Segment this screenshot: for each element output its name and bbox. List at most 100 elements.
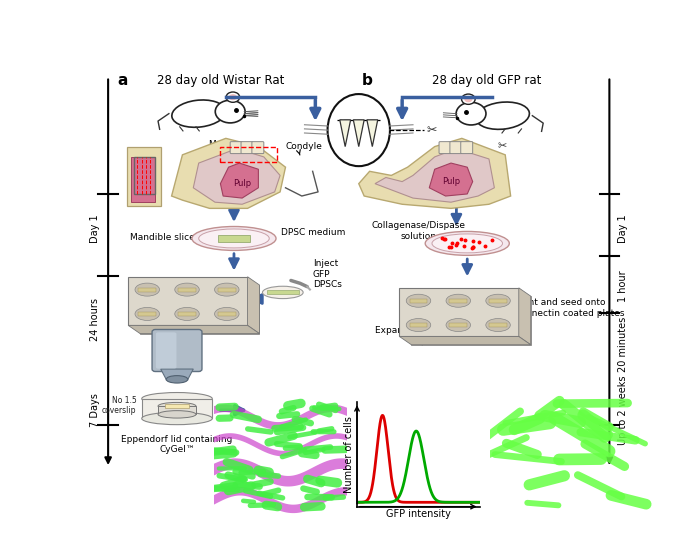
Polygon shape (178, 287, 196, 292)
Text: ✂: ✂ (426, 125, 437, 137)
Ellipse shape (446, 294, 470, 307)
Text: a: a (118, 73, 127, 88)
Polygon shape (139, 287, 156, 292)
Ellipse shape (425, 232, 510, 255)
Text: Condyle: Condyle (286, 142, 323, 151)
Text: Collagenase/Dispase
solution: Collagenase/Dispase solution (372, 221, 466, 241)
Polygon shape (131, 157, 155, 202)
Polygon shape (367, 120, 378, 147)
Polygon shape (429, 163, 472, 196)
Ellipse shape (158, 411, 196, 418)
Ellipse shape (158, 402, 196, 410)
Text: 24 hours: 24 hours (90, 298, 99, 341)
Ellipse shape (406, 294, 430, 307)
Polygon shape (178, 312, 196, 316)
Ellipse shape (328, 94, 390, 166)
FancyBboxPatch shape (252, 142, 264, 154)
Polygon shape (410, 299, 427, 303)
Polygon shape (358, 139, 511, 209)
Text: b: b (361, 73, 372, 88)
Text: 28 day old Wistar Rat: 28 day old Wistar Rat (157, 74, 284, 88)
Text: Day 1: Day 1 (618, 215, 628, 243)
Polygon shape (161, 369, 193, 379)
Ellipse shape (141, 412, 212, 425)
Ellipse shape (215, 308, 239, 320)
Text: No 1.5
coverslip: No 1.5 coverslip (102, 395, 136, 415)
Polygon shape (340, 120, 351, 147)
Text: Dentin: Dentin (195, 152, 225, 161)
Ellipse shape (262, 286, 303, 299)
Ellipse shape (216, 100, 245, 123)
Polygon shape (139, 312, 156, 316)
Text: 7 Days: 7 Days (90, 393, 99, 427)
Ellipse shape (172, 100, 225, 127)
FancyBboxPatch shape (241, 142, 253, 154)
Text: Confocal: Confocal (158, 323, 197, 332)
Text: Inject
GFP
DPSCs: Inject GFP DPSCs (313, 259, 342, 289)
Polygon shape (519, 288, 531, 345)
FancyBboxPatch shape (156, 332, 176, 369)
FancyBboxPatch shape (450, 142, 462, 154)
Polygon shape (354, 120, 364, 147)
Text: Pulp: Pulp (442, 177, 460, 186)
Ellipse shape (406, 318, 430, 332)
Polygon shape (267, 291, 299, 294)
Text: 1 hour: 1 hour (618, 271, 628, 302)
Ellipse shape (486, 294, 510, 307)
Ellipse shape (461, 94, 475, 104)
Polygon shape (218, 235, 251, 242)
Text: Up to 2 weeks: Up to 2 weeks (618, 376, 628, 445)
Text: 20 minutes: 20 minutes (618, 317, 628, 372)
Polygon shape (412, 296, 531, 345)
Text: Molars: Molars (209, 140, 238, 149)
Polygon shape (400, 337, 531, 345)
Ellipse shape (175, 308, 199, 320)
Polygon shape (489, 299, 507, 303)
FancyBboxPatch shape (152, 330, 202, 371)
Ellipse shape (135, 283, 160, 296)
Polygon shape (218, 287, 236, 292)
Text: ✂: ✂ (498, 142, 508, 151)
Polygon shape (400, 288, 519, 337)
Polygon shape (410, 323, 427, 327)
X-axis label: GFP intensity: GFP intensity (386, 509, 451, 519)
Ellipse shape (229, 94, 237, 100)
Polygon shape (449, 323, 467, 327)
Polygon shape (165, 404, 189, 408)
Ellipse shape (199, 229, 270, 248)
Polygon shape (449, 299, 467, 303)
Polygon shape (140, 285, 260, 334)
FancyBboxPatch shape (230, 142, 242, 154)
Ellipse shape (464, 96, 473, 102)
Ellipse shape (432, 234, 503, 253)
Text: Enamel: Enamel (183, 164, 216, 172)
Polygon shape (127, 147, 161, 207)
Polygon shape (193, 149, 280, 204)
Polygon shape (128, 277, 248, 325)
Text: Day 1: Day 1 (90, 215, 99, 243)
Polygon shape (172, 139, 286, 209)
Y-axis label: Number of cells: Number of cells (344, 416, 354, 493)
FancyBboxPatch shape (461, 142, 473, 154)
Ellipse shape (215, 283, 239, 296)
Text: Expand and check for GFP
expression: Expand and check for GFP expression (375, 326, 494, 346)
Ellipse shape (226, 92, 239, 102)
Text: Pulp: Pulp (233, 179, 251, 188)
Polygon shape (218, 312, 236, 316)
Polygon shape (158, 406, 196, 414)
Ellipse shape (475, 102, 529, 129)
Polygon shape (128, 325, 260, 334)
Text: Count and seed onto
fibronectin coated plates: Count and seed onto fibronectin coated p… (511, 299, 624, 318)
Ellipse shape (166, 376, 188, 383)
Text: Eppendorf lid containing
CyGel™: Eppendorf lid containing CyGel™ (121, 435, 232, 454)
Ellipse shape (446, 318, 470, 332)
Ellipse shape (486, 318, 510, 332)
Text: 28 day old GFP rat: 28 day old GFP rat (431, 74, 541, 88)
Ellipse shape (175, 283, 199, 296)
Ellipse shape (192, 226, 276, 250)
Polygon shape (489, 323, 507, 327)
Ellipse shape (141, 393, 212, 405)
Polygon shape (375, 149, 494, 202)
Polygon shape (141, 399, 212, 418)
FancyBboxPatch shape (439, 142, 451, 154)
